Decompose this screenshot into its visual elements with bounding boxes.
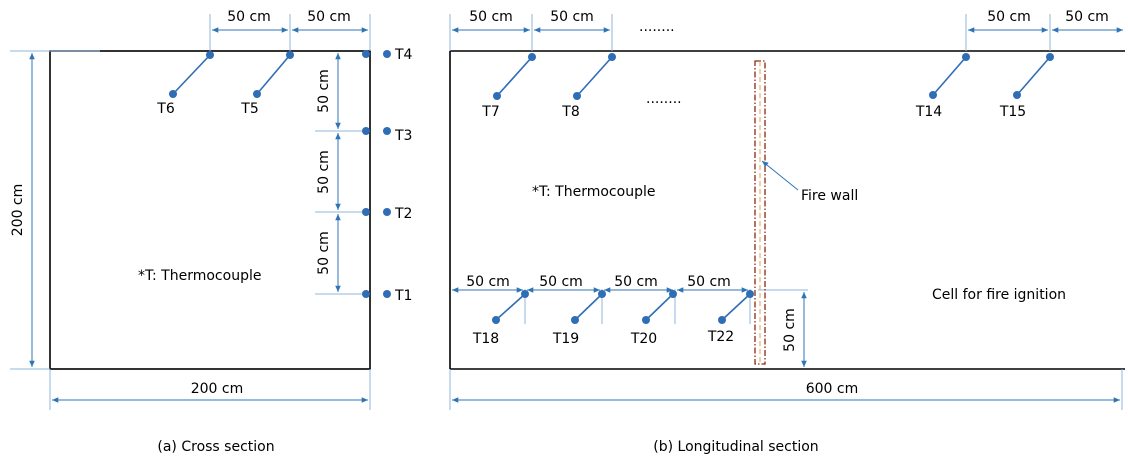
legend-note: *T: Thermocouple bbox=[138, 268, 261, 284]
sensor-dot bbox=[169, 90, 177, 98]
cross-section: 200 cm 200 cm 50 cm 50 cm 50 cm 50 cm 50… bbox=[10, 9, 413, 455]
sensor-lead bbox=[256, 54, 291, 95]
sensor-t3: T3 bbox=[362, 127, 412, 144]
sensor-dot bbox=[383, 50, 391, 58]
sensor-t1: T1 bbox=[362, 288, 412, 304]
cross-top-spacing-2: 50 cm bbox=[307, 9, 351, 25]
sensor-label: T3 bbox=[394, 128, 412, 144]
sensor-label: T14 bbox=[915, 104, 942, 120]
sensor-label: T6 bbox=[156, 101, 175, 117]
sensor-lead bbox=[721, 293, 751, 321]
long-bottom-spacing-2: 50 cm bbox=[539, 274, 583, 290]
sensor-dot bbox=[929, 91, 937, 99]
sensor-lead bbox=[1016, 56, 1051, 96]
long-bottom-spacing-3: 50 cm bbox=[614, 274, 658, 290]
sensor-dot bbox=[383, 208, 391, 216]
cross-side-spacing-2: 50 cm bbox=[316, 150, 332, 194]
cross-top-spacing-1: 50 cm bbox=[227, 9, 271, 25]
sensor-lead bbox=[496, 56, 533, 97]
sensor-dot bbox=[493, 92, 501, 100]
cross-section-caption: (a) Cross section bbox=[157, 439, 274, 455]
cross-height-label: 200 cm bbox=[10, 184, 26, 237]
sensor-dot bbox=[642, 316, 650, 324]
fire-wall-leader bbox=[761, 160, 799, 191]
sensor-dot bbox=[492, 316, 500, 324]
sensor-t14: T14 bbox=[915, 53, 970, 120]
sensor-label: T4 bbox=[394, 47, 413, 63]
fire-cell-label: Cell for fire ignition bbox=[932, 287, 1066, 303]
sensor-dot bbox=[718, 316, 726, 324]
sensor-label: T5 bbox=[240, 101, 258, 117]
sensor-dot bbox=[362, 208, 370, 216]
fire-wall-label: Fire wall bbox=[801, 188, 858, 204]
cross-width-label: 200 cm bbox=[191, 381, 244, 397]
sensor-label: T18 bbox=[472, 331, 499, 347]
sensor-t6: T6 bbox=[156, 51, 214, 117]
sensor-dot bbox=[1013, 91, 1021, 99]
cross-side-spacing-1: 50 cm bbox=[316, 69, 332, 113]
sensor-dot bbox=[571, 316, 579, 324]
sensor-t18: T18 bbox=[472, 290, 529, 347]
sensor-t7: T7 bbox=[481, 53, 536, 120]
sensor-lead bbox=[495, 293, 526, 321]
sensor-label: T19 bbox=[552, 331, 579, 347]
long-top-spacing-1: 50 cm bbox=[469, 9, 513, 25]
sensor-label: T20 bbox=[630, 331, 657, 347]
sensor-dot bbox=[253, 90, 261, 98]
long-bottom-spacing-4: 50 cm bbox=[687, 274, 731, 290]
legend-note: *T: Thermocouple bbox=[532, 184, 655, 200]
sensor-lead bbox=[932, 56, 967, 96]
sensor-dot bbox=[362, 290, 370, 298]
sensor-label: T7 bbox=[481, 104, 499, 120]
sensor-lead bbox=[645, 293, 674, 321]
sensor-dot bbox=[383, 127, 391, 135]
long-length-label: 600 cm bbox=[806, 381, 859, 397]
sensor-label: T22 bbox=[707, 329, 734, 345]
sensor-lead bbox=[574, 293, 603, 321]
sensor-t5: T5 bbox=[240, 51, 294, 117]
sensor-t2: T2 bbox=[362, 206, 412, 222]
ellipsis-top: ........ bbox=[639, 19, 675, 35]
sensor-dot bbox=[383, 290, 391, 298]
longitudinal-section: 50 cm 50 cm 50 cm 50 cm ........ .......… bbox=[449, 9, 1125, 455]
sensor-lead bbox=[576, 56, 613, 97]
longitudinal-section-caption: (b) Longitudinal section bbox=[653, 439, 818, 455]
long-height-label: 50 cm bbox=[782, 308, 798, 352]
sensor-dot bbox=[362, 50, 370, 58]
sensor-label: T1 bbox=[394, 288, 412, 304]
long-top-spacing-4: 50 cm bbox=[1065, 9, 1109, 25]
long-top-spacing-3: 50 cm bbox=[987, 9, 1031, 25]
sensor-t20: T20 bbox=[630, 290, 677, 347]
sensor-t22: T22 bbox=[707, 290, 754, 345]
ellipsis-middle: ........ bbox=[646, 91, 682, 107]
long-bottom-spacing-1: 50 cm bbox=[466, 274, 510, 290]
sensor-t8: T8 bbox=[561, 53, 616, 120]
long-top-spacing-2: 50 cm bbox=[550, 9, 594, 25]
sensor-t19: T19 bbox=[552, 290, 606, 347]
sensor-dot bbox=[362, 127, 370, 135]
cross-side-spacing-3: 50 cm bbox=[316, 231, 332, 275]
fire-wall bbox=[754, 60, 766, 365]
sensor-label: T2 bbox=[394, 206, 412, 222]
sensor-t15: T15 bbox=[999, 53, 1054, 120]
sensor-label: T8 bbox=[561, 104, 579, 120]
sensor-dot bbox=[573, 92, 581, 100]
sensor-t4: T4 bbox=[362, 47, 413, 63]
sensor-lead bbox=[172, 54, 211, 95]
sensor-label: T15 bbox=[999, 104, 1026, 120]
